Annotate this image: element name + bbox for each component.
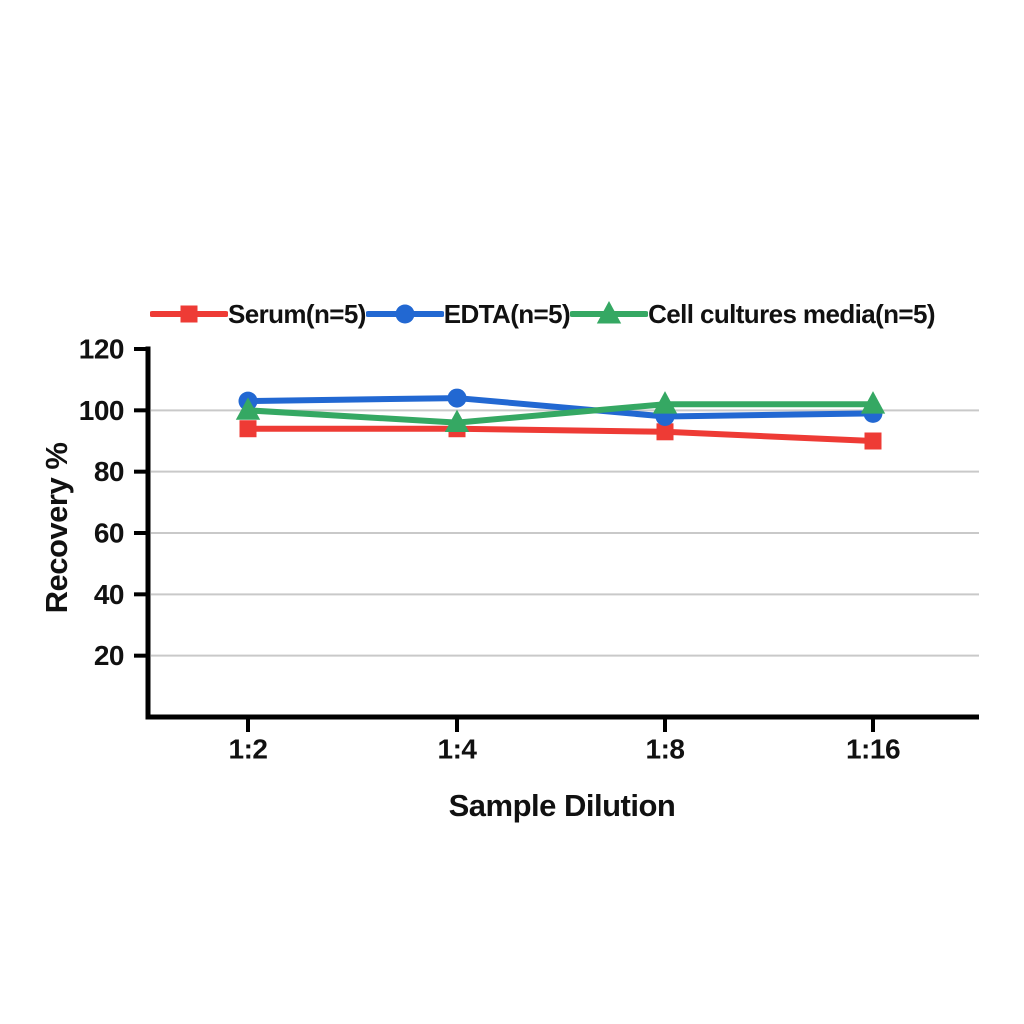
data-point-0-1:16	[864, 432, 882, 450]
x-tick-label-1:16: 1:16	[846, 734, 900, 765]
legend-item-cell-cultures: Cell cultures media(n=5)	[570, 297, 936, 331]
data-point-0-1:8	[656, 423, 674, 441]
y-tick-label-60: 60	[94, 518, 124, 549]
legend-item-serum: Serum(n=5)	[150, 297, 366, 331]
series-line-1	[245, 395, 876, 420]
legend-marker-circle-icon	[395, 304, 415, 324]
x-tick-label-1:4: 1:4	[438, 734, 478, 765]
series-line-2	[245, 401, 876, 426]
x-tick-label-1:2: 1:2	[229, 734, 268, 765]
series-line-0	[245, 425, 876, 444]
data-point-1-1:4	[447, 388, 467, 408]
y-axis-title: Recovery %	[39, 442, 74, 614]
y-tick-label-80: 80	[94, 456, 124, 487]
legend-item-edta: EDTA(n=5)	[365, 297, 571, 331]
data-point-2-1:16	[860, 391, 886, 414]
legend-label-serum: Serum(n=5)	[228, 298, 366, 329]
data-point-2-1:8	[652, 391, 678, 414]
legend-label-cell-cultures: Cell cultures media(n=5)	[648, 298, 935, 329]
legend-marker-square-icon	[180, 305, 198, 323]
y-tick-label-40: 40	[94, 579, 124, 610]
legend-swatch-circle-icon	[365, 304, 444, 324]
axis-lines	[145, 346, 979, 720]
legend-marker-triangle-icon	[596, 300, 622, 324]
chart-legend: Serum(n=5) EDTA(n=5) Cell cultures media…	[150, 297, 936, 331]
data-point-0-1:2	[239, 420, 257, 438]
y-tick-label-100: 100	[79, 395, 124, 426]
y-tick-label-20: 20	[94, 640, 124, 671]
data-point-2-1:4	[444, 409, 470, 433]
data-point-2-1:2	[235, 397, 261, 420]
legend-swatch-square-icon	[150, 305, 228, 323]
legend-swatch-triangle-icon	[570, 300, 649, 324]
y-tick-label-120: 120	[79, 334, 124, 365]
x-axis-title: Sample Dilution	[448, 788, 676, 823]
legend-label-edta: EDTA(n=5)	[443, 298, 571, 329]
x-tick-label-1:8: 1:8	[646, 734, 685, 765]
